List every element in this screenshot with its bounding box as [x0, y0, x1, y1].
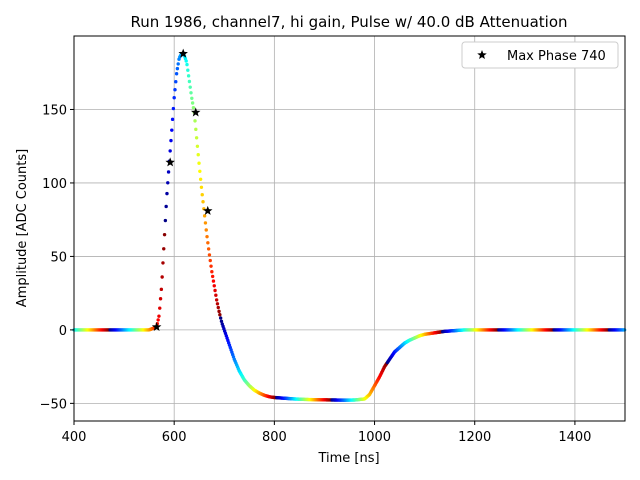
waveform-point	[189, 91, 193, 95]
max-phase-star	[151, 321, 162, 331]
waveform-point	[166, 181, 170, 185]
plot-frame	[73, 35, 626, 422]
x-tick-label: 1200	[458, 430, 491, 445]
waveform-point	[204, 228, 208, 232]
waveform-point	[197, 161, 201, 165]
waveform-point	[190, 96, 194, 101]
waveform-point	[209, 264, 213, 268]
waveform-point	[172, 96, 176, 100]
waveform-point	[207, 253, 212, 257]
waveform-point	[194, 136, 199, 140]
waveform-point	[214, 298, 219, 302]
waveform-point	[175, 66, 180, 71]
y-tick-label: −50	[40, 397, 67, 412]
chart-title: Run 1986, channel7, hi gain, Pulse w/ 40…	[130, 13, 567, 31]
waveform-point	[217, 309, 221, 314]
waveform-point	[174, 80, 178, 84]
waveform-point	[191, 106, 196, 110]
waveform-point	[215, 302, 220, 306]
plot-area	[74, 36, 625, 421]
x-tick-label: 800	[262, 430, 287, 445]
waveform-point	[173, 88, 177, 92]
max-phase-star	[165, 157, 175, 167]
waveform-point	[169, 138, 173, 143]
waveform-point	[196, 153, 200, 157]
waveform-point	[186, 74, 191, 78]
waveform-point	[198, 177, 203, 181]
legend-label: Max Phase 740	[507, 49, 606, 64]
x-tick-label: 600	[162, 430, 187, 445]
waveform-point	[195, 144, 200, 148]
waveform-point	[205, 234, 209, 239]
waveform-point	[185, 62, 189, 67]
waveform-point	[200, 193, 204, 197]
waveform-point	[186, 68, 190, 72]
y-tick-label: 50	[50, 250, 67, 265]
waveform-point	[170, 128, 174, 132]
waveform-point	[158, 297, 163, 301]
waveform-point	[210, 274, 215, 279]
waveform-point	[187, 79, 192, 84]
waveform-point	[202, 214, 207, 218]
legend-star-icon	[477, 50, 487, 60]
waveform-point	[210, 270, 214, 274]
waveform-point	[166, 170, 171, 174]
waveform-point	[199, 185, 204, 189]
waveform-point	[158, 306, 162, 310]
grid	[73, 36, 625, 421]
waveform-point	[157, 314, 161, 318]
waveform-point	[203, 221, 208, 225]
waveform-point	[164, 204, 168, 209]
waveform-point	[193, 119, 197, 123]
x-axis-title: Time [ns]	[317, 451, 379, 466]
waveform-point	[184, 59, 188, 63]
waveform-point	[219, 319, 224, 324]
waveform-point	[176, 62, 180, 66]
legend: Max Phase 740	[461, 41, 619, 69]
waveform-point	[174, 72, 179, 76]
waveform-point	[218, 313, 222, 317]
waveform-points	[72, 52, 627, 402]
waveform-point	[156, 318, 160, 322]
waveform-point	[171, 106, 176, 111]
waveform-point	[218, 316, 223, 320]
waveform-point	[161, 261, 165, 265]
y-tick-label: 100	[42, 177, 67, 192]
legend-box	[461, 41, 619, 69]
waveform-point	[163, 218, 168, 223]
max-phase-star	[178, 48, 188, 58]
max-phase-markers	[151, 48, 213, 331]
x-tick-label: 1400	[558, 430, 591, 445]
waveform-point	[162, 232, 167, 237]
max-phase-star	[202, 205, 213, 215]
waveform-point	[214, 293, 218, 297]
waveform-point	[168, 149, 172, 153]
y-tick-label: 150	[42, 103, 67, 118]
waveform-point	[165, 191, 169, 196]
waveform-point	[206, 241, 210, 245]
waveform-point	[160, 275, 164, 279]
waveform-point	[170, 117, 175, 122]
axis-ticks: 400 600 800 1000 1200 1400 −50 0 50 100 150	[40, 103, 592, 445]
waveform-point	[188, 85, 192, 89]
x-tick-label: 400	[62, 430, 87, 445]
waveform-point	[201, 200, 205, 204]
y-axis-title: Amplitude [ADC Counts]	[15, 149, 30, 307]
max-phase-star	[190, 107, 201, 117]
waveform-point	[162, 247, 166, 251]
waveform-point	[208, 258, 212, 263]
waveform-point	[194, 127, 198, 132]
waveform-point	[190, 101, 195, 105]
waveform-point	[206, 247, 211, 251]
waveform-point	[159, 287, 164, 292]
x-tick-label: 1000	[358, 430, 391, 445]
y-tick-label: 0	[59, 324, 67, 339]
legend-star-icon	[477, 50, 487, 60]
waveform-point	[212, 284, 216, 288]
waveform-point	[213, 288, 217, 293]
waveform-point	[211, 279, 216, 283]
waveform-point	[216, 305, 220, 310]
waveform-point	[198, 169, 202, 174]
